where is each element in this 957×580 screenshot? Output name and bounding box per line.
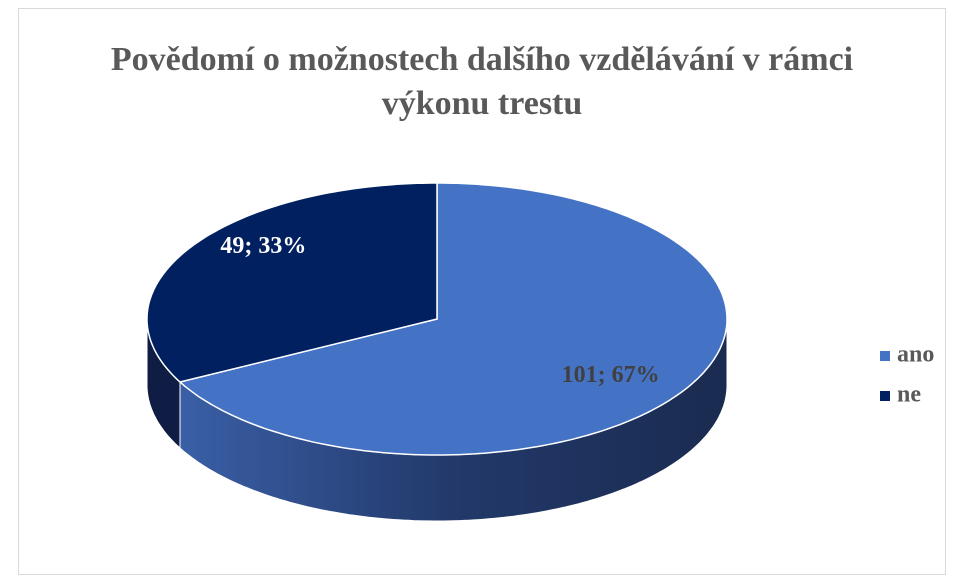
- legend-label: ano: [897, 342, 934, 368]
- legend-label: ne: [897, 382, 921, 408]
- legend-swatch: [880, 351, 890, 361]
- data-label: 101; 67%: [562, 362, 660, 388]
- title-line: Povědomí o možnostech dalšího vzdělávání…: [111, 41, 853, 78]
- title-line: výkonu trestu: [382, 85, 583, 122]
- pie-slice: [178, 182, 728, 456]
- data-label: 49; 33%: [220, 233, 306, 259]
- chart-title: Povědomí o možnostech dalšího vzdělávání…: [111, 41, 853, 122]
- pie-slice: [146, 182, 438, 383]
- legend-swatch: [880, 391, 890, 401]
